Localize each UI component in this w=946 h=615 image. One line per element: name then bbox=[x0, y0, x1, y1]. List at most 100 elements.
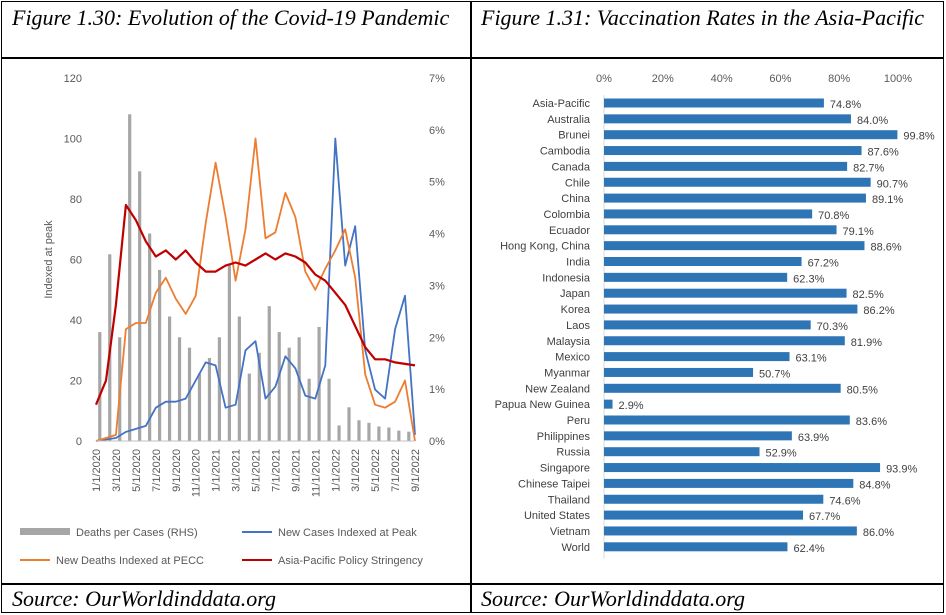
vaccination-bar bbox=[604, 304, 858, 314]
x-tick-label: 3/1/2020 bbox=[111, 449, 123, 492]
deaths-per-cases-bar bbox=[287, 347, 291, 441]
vaccination-bar bbox=[604, 447, 760, 457]
vaccination-bar bbox=[604, 510, 804, 520]
vaccination-bar bbox=[604, 383, 841, 393]
deaths-per-cases-bar bbox=[267, 306, 271, 441]
deaths-per-cases-bar bbox=[128, 114, 132, 442]
x-tick-label: 5/1/2021 bbox=[251, 449, 263, 492]
vaccination-bar bbox=[604, 478, 854, 488]
value-label: 86.2% bbox=[863, 305, 894, 317]
x-tick-label: 40% bbox=[711, 73, 733, 85]
category-label: Laos bbox=[566, 320, 590, 332]
vaccination-bar bbox=[604, 415, 850, 425]
category-label: Asia-Pacific bbox=[533, 98, 591, 110]
value-label: 70.8% bbox=[818, 210, 849, 222]
vaccination-bar bbox=[604, 146, 862, 156]
category-label: Malaysia bbox=[547, 336, 591, 348]
category-label: Russia bbox=[556, 447, 591, 459]
vaccination-bar bbox=[604, 193, 866, 203]
vaccination-bar bbox=[604, 526, 857, 536]
deaths-per-cases-bar bbox=[257, 352, 261, 441]
legend-label: New Deaths Indexed at PECC bbox=[56, 555, 204, 567]
category-label: China bbox=[561, 193, 591, 205]
y-tick-label: 20 bbox=[70, 376, 82, 388]
category-label: Mexico bbox=[555, 352, 590, 364]
vaccination-bar bbox=[604, 209, 813, 219]
vaccination-bar bbox=[604, 336, 845, 346]
x-tick-label: 1/1/2022 bbox=[330, 449, 342, 492]
vaccination-rates-chart: 0% 20% 40% 60% 80% 100% Asia-Pacific Australia B… bbox=[495, 73, 935, 559]
vaccination-bar bbox=[604, 98, 824, 108]
covid-evolution-chart: 0 20 40 60 80 100 120 0% 1% 2% 3% 4% 5% 6% 7% Indexed a… bbox=[20, 73, 445, 567]
y2-tick-label: 1% bbox=[429, 384, 445, 396]
x-tick-label: 11/1/2021 bbox=[310, 449, 322, 497]
title-divider bbox=[1, 57, 944, 59]
category-label: Hong Kong, China bbox=[500, 241, 591, 253]
vaccination-bar bbox=[604, 241, 865, 251]
x-tick-label: 11/1/2020 bbox=[191, 449, 203, 497]
category-label: Singapore bbox=[540, 463, 590, 475]
legend-label: Asia-Pacific Policy Stringency bbox=[278, 555, 423, 567]
legend-swatch bbox=[20, 528, 70, 535]
category-label: India bbox=[566, 257, 591, 269]
value-label: 63.9% bbox=[798, 432, 829, 444]
x-tick-label: 100% bbox=[884, 73, 912, 85]
category-label: Korea bbox=[561, 304, 591, 316]
value-label: 79.1% bbox=[843, 226, 874, 238]
deaths-per-cases-bar bbox=[397, 430, 401, 441]
vaccination-bar bbox=[604, 272, 788, 282]
category-label: Chinese Taipei bbox=[518, 478, 590, 490]
deaths-per-cases-bar bbox=[337, 425, 341, 441]
vaccination-bar bbox=[604, 320, 811, 330]
vaccination-bar bbox=[604, 494, 824, 504]
category-label: Vietnam bbox=[550, 526, 590, 538]
deaths-per-cases-bar bbox=[367, 422, 371, 441]
category-label: Australia bbox=[547, 114, 591, 126]
vaccination-bar bbox=[604, 352, 790, 362]
deaths-per-cases-bar bbox=[387, 427, 391, 441]
deaths-per-cases-bar bbox=[307, 378, 311, 441]
category-label: Myanmar bbox=[544, 367, 590, 379]
category-label: Canada bbox=[551, 161, 590, 173]
x-tick-label: 3/1/2022 bbox=[350, 449, 362, 492]
y2-tick-label: 6% bbox=[429, 125, 445, 137]
value-label: 93.9% bbox=[886, 464, 917, 476]
deaths-per-cases-bar bbox=[207, 358, 212, 441]
value-label: 87.6% bbox=[868, 147, 899, 159]
vaccination-bar bbox=[604, 288, 847, 298]
column-divider bbox=[470, 1, 472, 613]
right-figure-title: Figure 1.31: Vaccination Rates in the As… bbox=[481, 5, 924, 30]
legend-label: New Cases Indexed at Peak bbox=[278, 527, 417, 539]
x-tick-label: 7/1/2020 bbox=[151, 449, 163, 492]
x-tick-label: 0% bbox=[596, 73, 612, 85]
y-tick-label: 40 bbox=[70, 315, 82, 327]
value-label: 82.7% bbox=[853, 162, 884, 174]
value-label: 62.4% bbox=[793, 543, 824, 555]
x-tick-label: 80% bbox=[828, 73, 850, 85]
category-label: Philippines bbox=[537, 431, 591, 443]
category-label: Japan bbox=[560, 288, 590, 300]
deaths-per-cases-bar bbox=[247, 373, 251, 441]
x-tick-label: 7/1/2021 bbox=[270, 449, 282, 492]
value-label: 80.5% bbox=[847, 384, 878, 396]
x-tick-label: 1/1/2020 bbox=[91, 449, 103, 492]
deaths-per-cases-bar bbox=[227, 264, 231, 441]
deaths-per-cases-bar bbox=[327, 378, 331, 441]
policy-stringency-line bbox=[94, 203, 416, 406]
y2-tick-label: 3% bbox=[429, 280, 445, 292]
category-label: Colombia bbox=[544, 209, 591, 221]
value-label: 74.8% bbox=[830, 99, 861, 111]
new-deaths-line bbox=[95, 137, 416, 442]
vaccination-bar bbox=[604, 130, 898, 140]
value-label: 89.1% bbox=[872, 194, 903, 206]
x-tick-label: 9/1/2022 bbox=[410, 449, 422, 492]
value-label: 81.9% bbox=[851, 337, 882, 349]
y-tick-label: 0 bbox=[76, 436, 82, 448]
deaths-per-cases-bar bbox=[377, 426, 381, 441]
deaths-per-cases-bar bbox=[158, 269, 162, 441]
y-tick-label: 80 bbox=[70, 194, 82, 206]
value-label: 88.6% bbox=[870, 242, 901, 254]
value-label: 67.2% bbox=[808, 258, 839, 270]
value-label: 2.9% bbox=[619, 400, 644, 412]
